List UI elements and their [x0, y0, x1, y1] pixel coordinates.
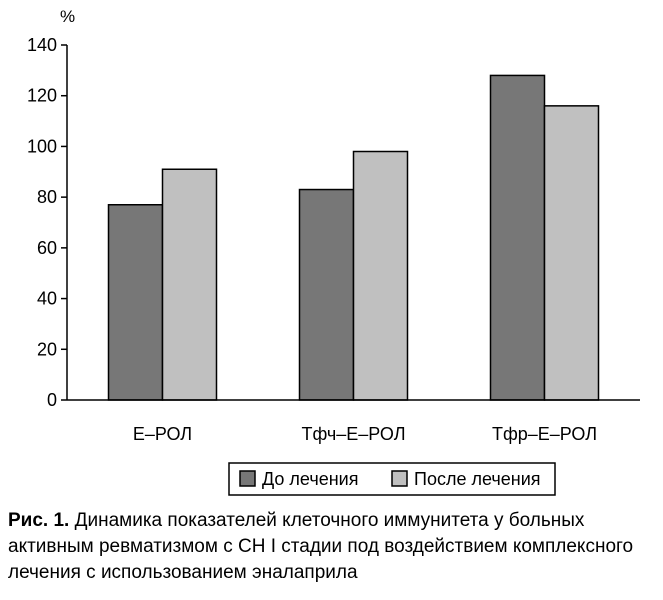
- y-tick-label: 80: [37, 187, 57, 207]
- caption-text: Динамика показателей клеточного иммуните…: [8, 510, 634, 583]
- bar-before-2: [489, 74, 546, 401]
- bar-after-2: [543, 105, 600, 401]
- x-tick-label: Е–РОЛ: [133, 424, 192, 444]
- bar-before-1: [298, 188, 355, 401]
- x-axis-ticks: Е–РОЛ Тфч–Е–РОЛ Тфр–Е–РОЛ: [133, 424, 597, 444]
- y-tick-label: 140: [27, 35, 57, 55]
- figure-caption: Рис. 1. Динамика показателей клеточного …: [8, 508, 658, 586]
- bar-before-0: [107, 204, 164, 401]
- legend-label: После лечения: [414, 469, 541, 489]
- bar-after-0: [161, 168, 218, 401]
- y-tick-label: 100: [27, 136, 57, 156]
- x-tick-label: Тфч–Е–РОЛ: [301, 424, 405, 444]
- y-tick-label: 40: [37, 289, 57, 309]
- bar-chart: % 0 20 40 60 80 100 120 140 Е–РОЛ Тфч–Е–РОЛ Тфр–Е…: [27, 7, 640, 496]
- bars: [107, 74, 600, 401]
- y-axis-unit-label: %: [60, 7, 75, 26]
- y-axis-ticks: 0 20 40 60 80 100 120 140: [27, 35, 67, 410]
- x-tick-label: Тфр–Е–РОЛ: [492, 424, 597, 444]
- caption-lead: Рис. 1.: [8, 510, 70, 531]
- y-tick-label: 120: [27, 86, 57, 106]
- y-tick-label: 20: [37, 339, 57, 359]
- y-tick-label: 60: [37, 238, 57, 258]
- legend-swatch: [239, 470, 256, 487]
- y-tick-label: 0: [47, 390, 57, 410]
- legend-label: До лечения: [262, 469, 358, 489]
- legend: До лечения После лечения: [228, 462, 556, 496]
- legend-swatch: [391, 470, 408, 487]
- bar-after-1: [352, 150, 409, 401]
